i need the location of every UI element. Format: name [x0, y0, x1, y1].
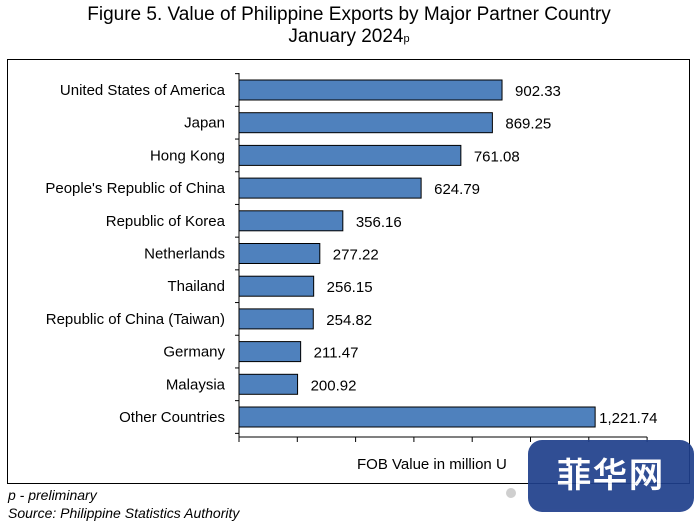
data-label: 869.25	[505, 116, 551, 133]
category-label: Hong Kong	[150, 147, 225, 164]
category-label: Netherlands	[144, 246, 225, 263]
data-label: 356.16	[356, 214, 402, 231]
data-label: 277.22	[333, 247, 379, 264]
preliminary-note: p - preliminary	[8, 487, 97, 503]
category-label: People's Republic of China	[45, 180, 225, 197]
bar	[238, 210, 344, 232]
x-axis-title: FOB Value in million U	[357, 456, 507, 473]
data-label: 256.15	[327, 279, 373, 296]
category-label: Other Countries	[119, 409, 225, 426]
data-label: 624.79	[434, 181, 480, 198]
bar	[238, 243, 321, 264]
data-label: 211.47	[314, 345, 359, 362]
data-label: 200.92	[311, 377, 357, 394]
bar	[238, 406, 596, 428]
category-label: Malaysia	[166, 376, 226, 393]
watermark-logo: 菲华网	[528, 440, 694, 512]
chart-title-superscript: p	[403, 33, 410, 45]
category-label: United States of America	[60, 82, 226, 99]
bar	[238, 144, 462, 166]
bar	[238, 112, 493, 134]
bar	[238, 341, 302, 363]
chart-title-line1: Figure 5. Value of Philippine Exports by…	[87, 4, 611, 25]
data-label: 254.82	[326, 312, 372, 329]
chart-title: Figure 5. Value of Philippine Exports by…	[0, 4, 698, 48]
source-note: Source: Philippine Statistics Authority	[8, 505, 240, 521]
bar	[238, 275, 315, 297]
bar	[238, 308, 314, 330]
watermark-dot	[506, 488, 516, 498]
chart-title-date: January 2024	[288, 26, 404, 47]
data-label: 902.33	[515, 83, 561, 100]
category-label: Japan	[184, 115, 225, 132]
category-label: Germany	[163, 344, 225, 361]
watermark-text: 菲华网	[557, 456, 665, 496]
category-label: Thailand	[167, 278, 225, 295]
bar	[238, 373, 299, 395]
bar	[238, 177, 422, 199]
data-label: 761.08	[474, 148, 520, 165]
bar	[238, 79, 503, 101]
chart-title-line2: January 2024p	[0, 26, 698, 48]
category-label: Republic of China (Taiwan)	[46, 311, 225, 328]
data-label: 1,221.74	[599, 410, 657, 427]
category-label: Republic of Korea	[106, 213, 226, 230]
